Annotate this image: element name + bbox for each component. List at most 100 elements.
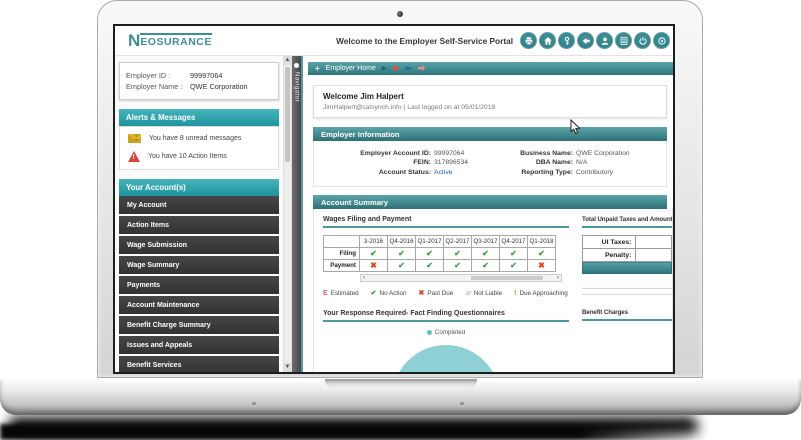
divider: [582, 283, 672, 289]
breadcrumb: + Employer Home ▶ ✖ ⬅ ⮕: [308, 62, 673, 75]
table-horizontal-scrollbar[interactable]: ‹ ›: [360, 274, 562, 282]
estimated-icon: E: [323, 289, 328, 297]
business-name-label: Business Name:: [520, 149, 573, 157]
portal-title: Welcome to the Employer Self-Service Por…: [336, 35, 513, 46]
main-content: + Employer Home ▶ ✖ ⬅ ⮕ Welcome Jim Halp…: [303, 56, 673, 372]
sidebar-item-action-items[interactable]: Action Items: [119, 216, 279, 234]
sidebar-item-benefit-services[interactable]: Benefit Services: [119, 356, 279, 372]
account-id-value: 99997064: [434, 149, 465, 157]
sidebar-item-my-account[interactable]: My Account: [119, 196, 279, 214]
status-legend: E Estimated ✔ No Action ✖ Past Due ⊘ Not Lia…: [323, 289, 569, 298]
expand-icon[interactable]: +: [315, 64, 320, 73]
action-items-text: You have 10 Action Items: [148, 153, 227, 160]
sidebar-item-issues-and-appeals[interactable]: Issues and Appeals: [119, 336, 279, 354]
quarter-header: Q1-2017: [415, 235, 444, 248]
employer-identity-box: Employer ID : 99997064 Employer Name : Q…: [119, 62, 279, 100]
action-items-link[interactable]: ! You have 10 Action Items: [122, 147, 276, 166]
quarter-header: Q1-2018: [527, 235, 556, 248]
scroll-up-arrow[interactable]: ▲: [284, 56, 291, 65]
payment-row-label: Payment: [323, 259, 360, 272]
scroll-right-arrow[interactable]: ›: [557, 275, 559, 281]
laptop-notch: [324, 379, 477, 388]
payment-status-cell: ✔: [443, 259, 472, 272]
filing-status-cell: ✔: [359, 247, 388, 260]
payment-status-cell: ✔: [415, 259, 444, 272]
wages-filing-table: 3-2016 Q4-2016 Q1-2017 Q2-2017 Q3-2017 Q…: [323, 235, 556, 272]
unread-messages-link[interactable]: You have 8 unread messages: [122, 130, 276, 147]
scroll-down-arrow[interactable]: ▼: [284, 363, 291, 372]
form-icon[interactable]: [615, 32, 632, 49]
sidebar-menu: My Account Action Items Wage Submission …: [119, 196, 279, 372]
benefit-charges-title: Benefit Charges: [582, 309, 672, 321]
sidebar-item-wage-submission[interactable]: Wage Submission: [119, 236, 279, 254]
sidebar-item-account-maintenance[interactable]: Account Maintenance: [119, 296, 279, 314]
close-tab-icon[interactable]: ✖: [392, 64, 399, 73]
sidebar-scrollbar[interactable]: ▲ ▼: [283, 56, 292, 372]
welcome-subtitle: JimHalpert@calsynch.info | Last logged o…: [323, 104, 496, 111]
printer-icon[interactable]: [520, 32, 537, 49]
filing-status-cell: ✔: [499, 247, 528, 260]
key-icon[interactable]: [558, 32, 575, 49]
hscroll-thumb[interactable]: [471, 276, 543, 280]
breadcrumb-employer-home[interactable]: Employer Home: [325, 65, 376, 72]
account-status-link[interactable]: Active: [434, 168, 453, 176]
envelope-icon: [128, 134, 141, 143]
employer-name-value: QWE Corporation: [190, 82, 248, 91]
power-icon[interactable]: [634, 32, 651, 49]
penalty-value: [635, 248, 672, 262]
alerts-messages-header: Alerts & Messages: [119, 109, 279, 126]
home-icon[interactable]: [539, 32, 556, 49]
base-dot: [252, 402, 256, 405]
filing-row: Filing ✔ ✔ ✔ ✔ ✔ ✔ ✔: [323, 247, 556, 260]
nav-forward-icon[interactable]: ⮕: [417, 64, 426, 73]
unpaid-taxes-table: UI Taxes: Penalty:: [582, 235, 672, 274]
sidebar: Employer ID : 99997064 Employer Name : Q…: [115, 56, 283, 372]
sidebar-item-wage-summary[interactable]: Wage Summary: [119, 256, 279, 274]
reporting-type-label: Reporting Type:: [521, 168, 573, 176]
filing-status-cell: ✔: [527, 247, 556, 260]
penalty-label: Penalty:: [582, 248, 637, 262]
laptop-shadow-edge: [0, 424, 706, 440]
questionnaires-title: Your Response Required- Fact Finding Que…: [323, 310, 569, 322]
wages-filing-title: Wages Filing and Payment: [323, 216, 569, 228]
quarter-header: Q3-2017: [471, 235, 500, 248]
sidebar-item-payments[interactable]: Payments: [119, 276, 279, 294]
ui-taxes-label: UI Taxes:: [582, 235, 637, 249]
sidebar-item-benefit-charge-summary[interactable]: Benefit Charge Summary: [119, 316, 279, 334]
not-liable-icon: ⊘: [465, 290, 471, 297]
standby-icon[interactable]: [653, 32, 670, 49]
table-corner: [323, 235, 360, 248]
nav-back-icon[interactable]: ⬅: [404, 64, 412, 73]
scroll-left-arrow[interactable]: ‹: [363, 275, 365, 281]
payment-status-cell: ✖: [359, 259, 388, 272]
unpaid-taxes-title: Total Unpaid Taxes and Amount Due: [582, 216, 672, 228]
past-due-label: Past Due: [427, 289, 454, 297]
scrollbar-thumb[interactable]: [285, 67, 290, 162]
laptop-screen: N EOSURANCE Welcome to the Employer Self-…: [113, 24, 675, 374]
neosurance-logo: N EOSURANCE: [128, 31, 212, 50]
estimated-label: Estimated: [330, 289, 359, 297]
quarter-header: 3-2016: [359, 235, 388, 248]
filing-row-label: Filing: [323, 247, 360, 260]
payment-status-cell: ✔: [387, 259, 416, 272]
logo-letter: N: [128, 31, 141, 50]
pie-legend: Completed: [323, 329, 569, 336]
employer-id-value: 99997064: [190, 71, 223, 80]
due-approaching-icon: !: [514, 289, 517, 297]
user-icon[interactable]: [596, 32, 613, 49]
dba-name-value: N/A: [576, 159, 588, 166]
account-status-label: Account Status:: [378, 168, 431, 176]
reporting-type-value: Contributory: [576, 168, 614, 176]
completed-legend-label: Completed: [434, 329, 466, 336]
quarter-header: Q2-2017: [443, 235, 472, 248]
due-approaching-label: Due Approaching: [519, 289, 568, 297]
your-accounts-header: Your Account(s): [119, 179, 279, 196]
filing-status-cell: ✔: [471, 247, 500, 260]
account-summary-header: Account Summary: [313, 195, 667, 209]
navigator-label: Navigator: [293, 72, 300, 103]
employer-information-header: Employer Information: [313, 127, 667, 141]
no-action-label: No Action: [379, 289, 407, 297]
navigator-tab[interactable]: Navigator: [292, 56, 303, 372]
logo-text: EOSURANCE: [140, 33, 212, 48]
back-arrow-icon[interactable]: [577, 32, 594, 49]
